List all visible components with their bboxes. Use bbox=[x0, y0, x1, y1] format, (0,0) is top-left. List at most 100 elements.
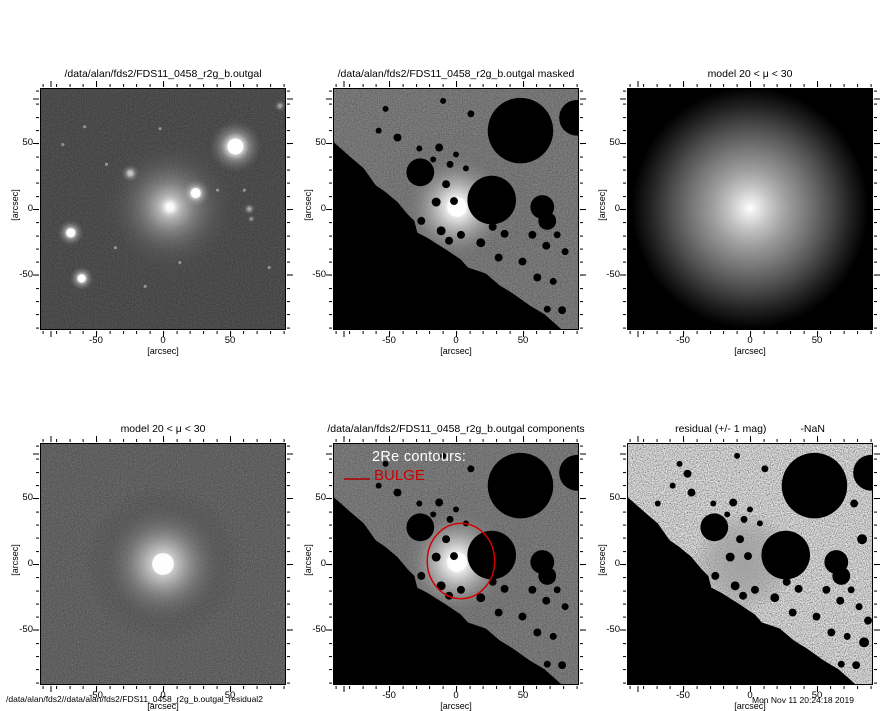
plot-area bbox=[40, 443, 286, 685]
bulge-legend-label: BULGE bbox=[374, 467, 425, 484]
mask-dots bbox=[654, 452, 872, 670]
y-tick-label: 50 bbox=[315, 492, 326, 503]
residual-title: residual (+/- 1 mag) bbox=[675, 423, 767, 435]
y-tick-label: 0 bbox=[614, 203, 620, 214]
x-tick-label: -50 bbox=[89, 335, 103, 346]
y-tick-label: -50 bbox=[606, 624, 620, 635]
tick-strip-left bbox=[33, 88, 39, 330]
tick-strip-left bbox=[326, 88, 332, 330]
timestamp: Mon Nov 11 20:24:18 2019 bbox=[752, 695, 854, 705]
panel-title: /data/alan/fds2/FDS11_0458_r2g_b.outgal … bbox=[327, 423, 585, 435]
y-tick-label: 0 bbox=[27, 203, 33, 214]
x-tick-label: 50 bbox=[811, 690, 823, 701]
y-tick-label: 0 bbox=[320, 558, 326, 569]
x-axis-label: [arcsec] bbox=[440, 701, 472, 711]
galaxy-field-image bbox=[41, 89, 285, 329]
tick-strip-right bbox=[287, 88, 293, 330]
stars bbox=[57, 99, 285, 291]
tick-strip-left bbox=[620, 88, 626, 330]
tick-strip-top bbox=[627, 81, 873, 87]
x-tick-label: 0 bbox=[160, 690, 166, 701]
plot-area bbox=[627, 88, 873, 330]
contours-legend-title: 2Re contours: bbox=[372, 449, 467, 465]
panel-residual: residual (+/- 1 mag) -NaN [arcsec] 50 0 -… bbox=[597, 423, 880, 711]
panel-title: /data/alan/fds2/FDS11_0458_r2g_b.outgal bbox=[64, 68, 262, 80]
y-tick-label: -50 bbox=[312, 269, 326, 280]
x-tick-label: -50 bbox=[89, 690, 103, 701]
tick-strip-bottom bbox=[627, 686, 873, 692]
residual-output-path: /data/alan/fds2//data/alan/fds2/FDS11_04… bbox=[6, 694, 263, 704]
y-tick-label: 50 bbox=[609, 492, 620, 503]
tick-strip-right bbox=[580, 443, 586, 685]
model-smooth-image bbox=[628, 89, 872, 329]
x-tick-label: -50 bbox=[382, 335, 396, 346]
tick-strip-left bbox=[33, 443, 39, 685]
x-tick-label: 0 bbox=[453, 335, 459, 346]
x-axis-label: [arcsec] bbox=[147, 701, 179, 711]
mask-shapes bbox=[334, 97, 578, 329]
tick-strip-top bbox=[333, 81, 579, 87]
x-tick-label: 0 bbox=[453, 690, 459, 701]
components-image bbox=[334, 444, 578, 684]
y-tick-label: -50 bbox=[312, 624, 326, 635]
x-tick-label: 50 bbox=[517, 690, 529, 701]
panel-model-upper: model 20 < μ < 30 [arcsec] 50 0 -50 -50 … bbox=[597, 68, 880, 356]
y-tick-label: -50 bbox=[19, 269, 33, 280]
tick-strip-bottom bbox=[40, 331, 286, 337]
bulge-2re-contour bbox=[426, 522, 496, 600]
residual-image bbox=[628, 444, 872, 684]
x-axis-label: [arcsec] bbox=[734, 346, 766, 356]
x-tick-label: 50 bbox=[811, 335, 823, 346]
y-tick-label: -50 bbox=[606, 269, 620, 280]
x-axis-label: [arcsec] bbox=[440, 346, 472, 356]
x-tick-label: 0 bbox=[747, 335, 753, 346]
mask-shapes bbox=[334, 452, 578, 684]
x-tick-label: -50 bbox=[676, 690, 690, 701]
mask-dots bbox=[375, 452, 569, 670]
tick-strip-top bbox=[333, 436, 579, 442]
tick-strip-bottom bbox=[40, 686, 286, 692]
plot-area bbox=[627, 443, 873, 685]
residual-nan-value: -NaN bbox=[800, 423, 825, 435]
plot-area: 2Re contours: BULGE bbox=[333, 443, 579, 685]
panel-masked: /data/alan/fds2/FDS11_0458_r2g_b.outgal … bbox=[303, 68, 586, 356]
tick-strip-top bbox=[40, 436, 286, 442]
model-noisy-image bbox=[41, 444, 285, 684]
x-tick-label: 50 bbox=[224, 690, 236, 701]
tick-strip-left bbox=[326, 443, 332, 685]
y-tick-label: 50 bbox=[315, 137, 326, 148]
tick-strip-right bbox=[287, 443, 293, 685]
x-tick-label: 50 bbox=[517, 335, 529, 346]
tick-strip-right bbox=[580, 88, 586, 330]
x-tick-label: -50 bbox=[676, 335, 690, 346]
panel-title: residual (+/- 1 mag) -NaN bbox=[587, 423, 885, 435]
x-tick-label: -50 bbox=[382, 690, 396, 701]
panel-components: /data/alan/fds2/FDS11_0458_r2g_b.outgal … bbox=[303, 423, 586, 711]
plot-area bbox=[40, 88, 286, 330]
tick-strip-right bbox=[874, 443, 880, 685]
tick-strip-top bbox=[40, 81, 286, 87]
masked-image bbox=[334, 89, 578, 329]
y-tick-label: 50 bbox=[609, 137, 620, 148]
tick-strip-left bbox=[620, 443, 626, 685]
x-axis-label: [arcsec] bbox=[147, 346, 179, 356]
mask-shapes bbox=[628, 452, 872, 684]
tick-strip-bottom bbox=[333, 331, 579, 337]
y-tick-label: 0 bbox=[27, 558, 33, 569]
x-tick-label: 50 bbox=[224, 335, 236, 346]
tick-strip-top bbox=[627, 436, 873, 442]
y-tick-label: 0 bbox=[614, 558, 620, 569]
panel-title: model 20 < μ < 30 bbox=[707, 68, 793, 80]
tick-strip-right bbox=[874, 88, 880, 330]
plot-area bbox=[333, 88, 579, 330]
mask-dots bbox=[375, 97, 569, 315]
tick-strip-bottom bbox=[333, 686, 579, 692]
y-tick-label: 50 bbox=[22, 137, 33, 148]
panel-original: /data/alan/fds2/FDS11_0458_r2g_b.outgal … bbox=[10, 68, 293, 356]
y-tick-label: 50 bbox=[22, 492, 33, 503]
faint-sources bbox=[61, 125, 271, 288]
panel-title: /data/alan/fds2/FDS11_0458_r2g_b.outgal … bbox=[337, 68, 575, 80]
x-tick-label: 0 bbox=[160, 335, 166, 346]
x-tick-label: 0 bbox=[747, 690, 753, 701]
x-axis-label: [arcsec] bbox=[734, 701, 766, 711]
